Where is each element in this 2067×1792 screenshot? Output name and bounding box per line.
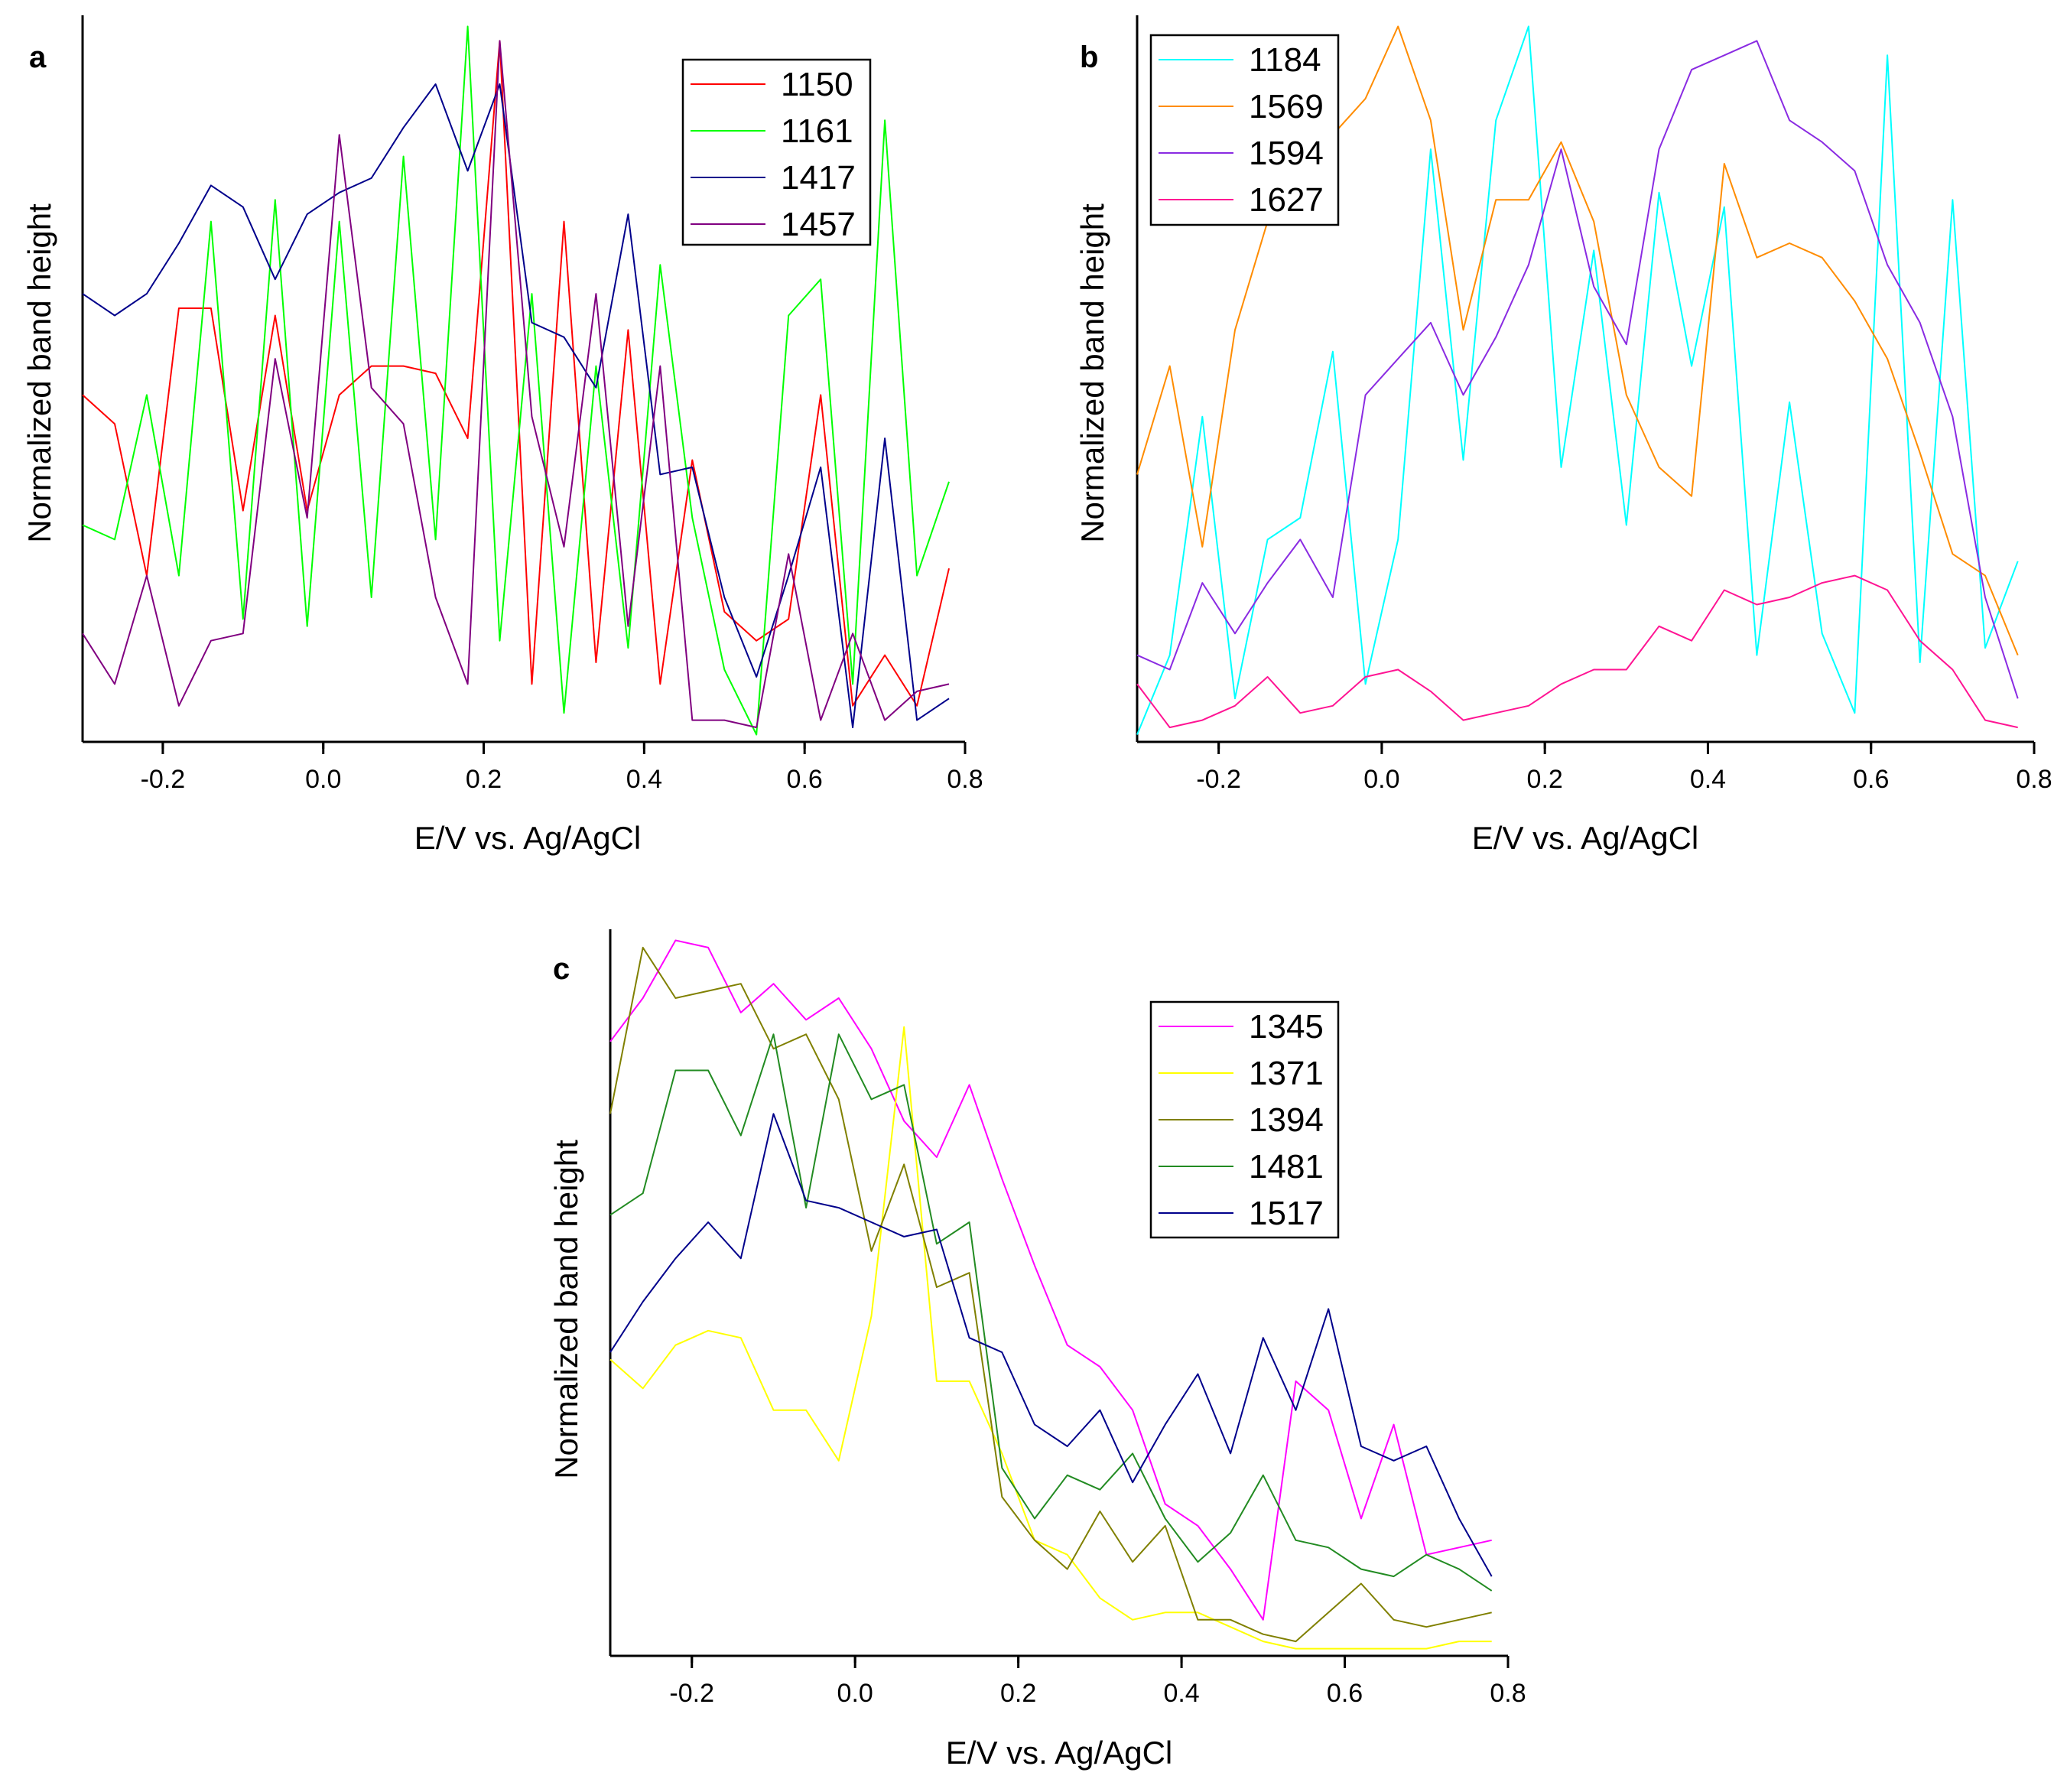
panel-c-y-axis-title: Normalized band height [548, 1140, 584, 1479]
panel-a-series-1150 [82, 40, 950, 707]
panel-a-legend: 1150 1161 1417 1457 [681, 58, 872, 246]
panel-c-series-1481 [609, 1033, 1493, 1592]
panel-c-x-tick-label: 0.0 [837, 1679, 873, 1708]
panel-b-x-tick-label: 0.0 [1363, 765, 1399, 794]
panel-b-x-tick-label: 0.8 [2016, 765, 2052, 794]
panel-b-x-tick-label: 0.2 [1527, 765, 1563, 794]
panel-a-y-axis-title: Normalized band height [21, 203, 57, 543]
panel-a-x-tick-label: 0.0 [305, 765, 341, 794]
panel-a-x-tick-label: 0.8 [947, 765, 983, 794]
panel-c-x-tick-label: 0.8 [1490, 1679, 1526, 1708]
panel-a-x-tick-label: 0.4 [626, 765, 662, 794]
panel-c-x-tick-label: 0.2 [1000, 1679, 1036, 1708]
panel-c-legend-label-1517: 1517 [1249, 1195, 1324, 1232]
panel-b-series-1627 [1136, 574, 2018, 729]
panel-b-legend-label-1184: 1184 [1249, 41, 1321, 79]
panel-a-series-1417 [82, 83, 950, 729]
panel-a-legend-box [681, 58, 872, 246]
panel-b: b Normalized band height E/V vs. Ag/AgCl… [1074, 15, 2052, 856]
panel-b-legend-label-1627: 1627 [1249, 181, 1324, 219]
panel-a-legend-label-1457: 1457 [781, 206, 856, 243]
panel-a-legend-label-1150: 1150 [781, 66, 853, 103]
panel-c-label: c [553, 952, 570, 986]
panel-c-legend-label-1394: 1394 [1249, 1101, 1324, 1139]
panel-c-legend-label-1371: 1371 [1249, 1055, 1324, 1092]
panel-c-plot-area: -0.2 0.0 0.2 0.4 0.6 0.8 [609, 929, 1526, 1708]
panel-a-x-tick-label: 0.6 [787, 765, 823, 794]
panel-b-legend-label-1569: 1569 [1249, 88, 1324, 125]
panel-b-plot-area: -0.2 0.0 0.2 0.4 0.6 0.8 [1136, 15, 2052, 794]
panel-a-series-1161 [82, 25, 950, 736]
panel-a-label: a [29, 41, 47, 74]
panel-b-x-tick-label: 0.6 [1853, 765, 1889, 794]
panel-b-x-tick-label: -0.2 [1196, 765, 1241, 794]
panel-c-x-axis-title: E/V vs. Ag/AgCl [946, 1735, 1172, 1771]
panel-c-series-1394 [609, 946, 1492, 1643]
panel-c-series-1345 [609, 939, 1492, 1621]
panel-a-series-1457 [82, 40, 950, 729]
panel-b-y-axis-title: Normalized band height [1074, 203, 1110, 543]
panel-a-plot-area: -0.2 0.0 0.2 0.4 0.6 0.8 [81, 15, 983, 794]
panel-a: a Normalized band height E/V vs. Ag/AgCl… [21, 15, 983, 856]
panel-c-legend-label-1481: 1481 [1249, 1148, 1324, 1185]
panel-a-x-tick-label: -0.2 [141, 765, 186, 794]
panel-a-legend-label-1417: 1417 [781, 159, 856, 197]
panel-c-series-1517 [609, 1113, 1493, 1577]
panel-c: c Normalized band height E/V vs. Ag/AgCl… [548, 929, 1526, 1771]
panel-c-series-1371 [609, 1026, 1492, 1650]
panel-c-legend-label-1345: 1345 [1249, 1008, 1324, 1046]
panel-a-x-axis-title: E/V vs. Ag/AgCl [414, 820, 641, 856]
panel-b-legend-box [1149, 34, 1340, 226]
panel-b-series-1184 [1136, 25, 2019, 735]
panel-a-legend-label-1161: 1161 [781, 112, 853, 150]
panel-b-legend-label-1594: 1594 [1249, 135, 1324, 172]
panel-b-label: b [1080, 41, 1098, 74]
panel-c-legend: 1345 1371 1394 1481 1517 [1149, 1000, 1340, 1239]
panel-c-x-tick-label: -0.2 [669, 1679, 714, 1708]
panel-b-series-1594 [1136, 40, 2019, 699]
panel-c-x-tick-label: 0.4 [1163, 1679, 1199, 1708]
panel-b-legend: 1184 1569 1594 1627 [1149, 34, 1340, 226]
panel-a-x-tick-label: 0.2 [466, 765, 502, 794]
panel-b-x-axis-title: E/V vs. Ag/AgCl [1472, 820, 1698, 856]
panel-b-x-tick-label: 0.4 [1690, 765, 1726, 794]
panel-c-x-tick-label: 0.6 [1327, 1679, 1363, 1708]
